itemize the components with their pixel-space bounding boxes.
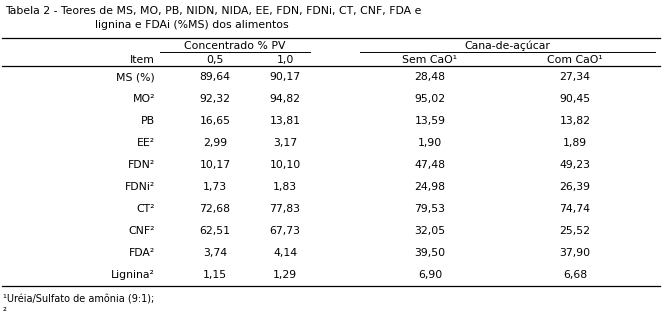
Text: 13,59: 13,59 [414,116,446,126]
Text: 79,53: 79,53 [414,204,446,214]
Text: Sem CaO¹: Sem CaO¹ [402,55,457,65]
Text: 92,32: 92,32 [199,94,230,104]
Text: 1,29: 1,29 [273,270,297,280]
Text: Lignina²: Lignina² [111,270,155,280]
Text: 77,83: 77,83 [270,204,301,214]
Text: 39,50: 39,50 [414,248,446,258]
Text: 0,5: 0,5 [207,55,224,65]
Text: EE²: EE² [137,138,155,148]
Text: 13,81: 13,81 [270,116,301,126]
Text: FDN²: FDN² [127,160,155,170]
Text: 95,02: 95,02 [414,94,446,104]
Text: 94,82: 94,82 [270,94,301,104]
Text: 3,74: 3,74 [203,248,227,258]
Text: CNF²: CNF² [129,226,155,236]
Text: 10,17: 10,17 [199,160,230,170]
Text: FDA²: FDA² [129,248,155,258]
Text: 67,73: 67,73 [270,226,301,236]
Text: 28,48: 28,48 [414,72,446,82]
Text: 1,90: 1,90 [418,138,442,148]
Text: 1,15: 1,15 [203,270,227,280]
Text: 1,83: 1,83 [273,182,297,192]
Text: PB: PB [141,116,155,126]
Text: 37,90: 37,90 [560,248,590,258]
Text: 6,68: 6,68 [563,270,587,280]
Text: MO²: MO² [133,94,155,104]
Text: 72,68: 72,68 [199,204,230,214]
Text: 32,05: 32,05 [414,226,446,236]
Text: MS (%): MS (%) [116,72,155,82]
Text: 1,0: 1,0 [276,55,293,65]
Text: 90,17: 90,17 [270,72,301,82]
Text: 89,64: 89,64 [199,72,230,82]
Text: 49,23: 49,23 [560,160,590,170]
Text: 1,73: 1,73 [203,182,227,192]
Text: 26,39: 26,39 [560,182,590,192]
Text: 62,51: 62,51 [199,226,230,236]
Text: Com CaO¹: Com CaO¹ [547,55,603,65]
Text: ²: ² [3,307,7,312]
Text: 47,48: 47,48 [414,160,446,170]
Text: 24,98: 24,98 [414,182,446,192]
Text: Cana-de-açúcar: Cana-de-açúcar [465,41,550,51]
Text: 6,90: 6,90 [418,270,442,280]
Text: 25,52: 25,52 [560,226,590,236]
Text: 1,89: 1,89 [563,138,587,148]
Text: 3,17: 3,17 [273,138,297,148]
Text: ¹Uréia/Sulfato de amônia (9:1);: ¹Uréia/Sulfato de amônia (9:1); [3,294,154,304]
Text: 74,74: 74,74 [560,204,590,214]
Text: 2,99: 2,99 [203,138,227,148]
Text: 13,82: 13,82 [560,116,590,126]
Text: lignina e FDAi (%MS) dos alimentos: lignina e FDAi (%MS) dos alimentos [95,20,289,30]
Text: Tabela 2 - Teores de MS, MO, PB, NIDN, NIDA, EE, FDN, FDNi, CT, CNF, FDA e: Tabela 2 - Teores de MS, MO, PB, NIDN, N… [5,6,422,16]
Text: 90,45: 90,45 [560,94,590,104]
Text: FDNi²: FDNi² [125,182,155,192]
Text: Concentrado % PV: Concentrado % PV [184,41,286,51]
Text: 4,14: 4,14 [273,248,297,258]
Text: CT²: CT² [137,204,155,214]
Text: Item: Item [130,55,155,65]
Text: 16,65: 16,65 [199,116,230,126]
Text: 27,34: 27,34 [560,72,590,82]
Text: 10,10: 10,10 [270,160,301,170]
